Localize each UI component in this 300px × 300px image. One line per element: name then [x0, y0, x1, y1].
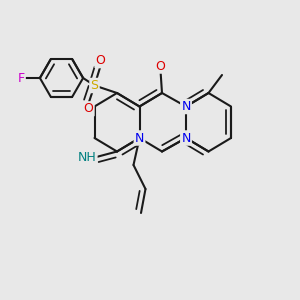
- Text: N: N: [135, 131, 144, 145]
- Text: NH: NH: [78, 151, 96, 164]
- Text: N: N: [181, 100, 191, 113]
- Text: S: S: [91, 79, 98, 92]
- Text: F: F: [17, 71, 25, 85]
- Text: N: N: [181, 131, 191, 145]
- Text: O: O: [84, 102, 93, 116]
- Text: O: O: [156, 59, 165, 73]
- Text: O: O: [96, 54, 105, 67]
